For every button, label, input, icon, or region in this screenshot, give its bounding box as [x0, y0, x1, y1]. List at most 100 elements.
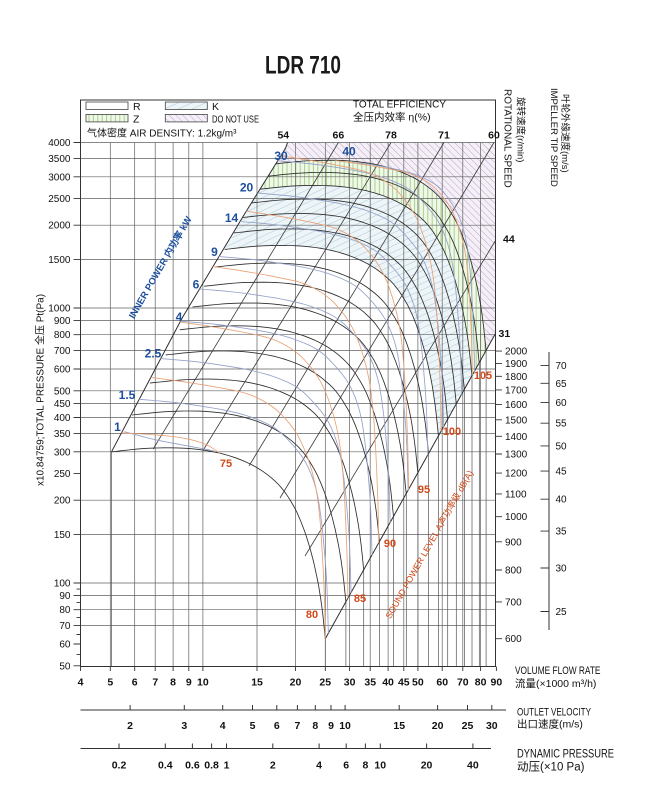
svg-text:15: 15	[251, 677, 263, 689]
svg-text:1200: 1200	[505, 469, 528, 480]
svg-text:25: 25	[462, 720, 474, 732]
svg-text:60: 60	[59, 640, 71, 651]
svg-text:85: 85	[354, 593, 366, 605]
svg-text:50: 50	[412, 677, 424, 689]
svg-text:900: 900	[505, 537, 522, 548]
svg-text:OUTLET VELOCITY: OUTLET VELOCITY	[517, 706, 591, 718]
svg-text:60: 60	[556, 398, 568, 409]
svg-text:TOTAL EFFICIENCY: TOTAL EFFICIENCY	[353, 99, 446, 111]
svg-text:31: 31	[499, 328, 511, 340]
svg-text:6: 6	[132, 677, 138, 689]
svg-text:6: 6	[343, 760, 349, 772]
svg-text:20: 20	[240, 181, 254, 195]
svg-text:旋转速度(r/min): 旋转速度(r/min)	[515, 97, 527, 162]
svg-text:150: 150	[54, 530, 71, 541]
svg-text:K: K	[212, 101, 219, 113]
svg-text:0.2: 0.2	[112, 760, 127, 772]
svg-text:80: 80	[475, 677, 487, 689]
svg-text:7: 7	[152, 677, 158, 689]
svg-text:40: 40	[382, 677, 394, 689]
svg-text:800: 800	[505, 565, 522, 576]
svg-text:35: 35	[556, 527, 568, 538]
svg-text:25: 25	[319, 677, 331, 689]
svg-text:40: 40	[342, 145, 356, 159]
svg-text:4000: 4000	[48, 138, 71, 149]
svg-text:R: R	[133, 101, 141, 113]
svg-text:300: 300	[54, 447, 71, 458]
svg-text:LDR 710: LDR 710	[265, 52, 341, 80]
svg-text:70: 70	[457, 677, 469, 689]
svg-text:IMPELLER TIP SPEED: IMPELLER TIP SPEED	[548, 88, 559, 187]
svg-text:700: 700	[54, 346, 71, 357]
svg-text:流量(×1000 m³/h): 流量(×1000 m³/h)	[515, 677, 596, 690]
svg-text:3500: 3500	[48, 154, 71, 165]
svg-text:1: 1	[114, 420, 121, 434]
svg-text:1300: 1300	[505, 450, 528, 461]
svg-text:200: 200	[54, 496, 71, 507]
svg-text:1100: 1100	[505, 489, 527, 500]
svg-text:30: 30	[486, 720, 498, 732]
svg-text:14: 14	[225, 211, 239, 225]
svg-text:0.4: 0.4	[158, 760, 173, 772]
svg-text:2000: 2000	[505, 347, 528, 358]
svg-text:7: 7	[295, 720, 301, 732]
svg-text:5: 5	[250, 720, 256, 732]
svg-text:54: 54	[277, 130, 289, 142]
svg-text:700: 700	[505, 597, 522, 608]
svg-text:35: 35	[364, 677, 376, 689]
svg-text:500: 500	[54, 386, 71, 397]
svg-text:80: 80	[306, 609, 318, 621]
svg-text:2000: 2000	[48, 221, 71, 232]
svg-text:8: 8	[362, 760, 368, 772]
svg-text:30: 30	[344, 677, 356, 689]
svg-text:400: 400	[54, 413, 71, 424]
svg-text:6: 6	[274, 720, 280, 732]
svg-text:10: 10	[197, 677, 209, 689]
svg-text:2.5: 2.5	[145, 347, 162, 361]
svg-text:全压内效率 η(%): 全压内效率 η(%)	[353, 111, 431, 124]
svg-text:x10.84759;TOTAL PRESSURE 全压 Pt: x10.84759;TOTAL PRESSURE 全压 Pt(Pa)	[34, 294, 47, 486]
svg-text:气体密度 AIR DENSITY: 1.2kg/m³: 气体密度 AIR DENSITY: 1.2kg/m³	[87, 127, 237, 140]
svg-text:VOLUME FLOW RATE: VOLUME FLOW RATE	[515, 665, 601, 677]
svg-text:78: 78	[385, 130, 397, 142]
svg-text:450: 450	[54, 399, 71, 410]
svg-text:75: 75	[220, 458, 232, 470]
svg-text:10: 10	[339, 720, 351, 732]
svg-text:1.5: 1.5	[119, 388, 136, 402]
svg-text:60: 60	[436, 677, 448, 689]
svg-text:95: 95	[418, 484, 430, 496]
svg-text:1900: 1900	[505, 359, 528, 370]
svg-text:6: 6	[193, 278, 200, 292]
svg-text:15: 15	[393, 720, 405, 732]
svg-text:66: 66	[333, 130, 345, 142]
svg-text:9: 9	[328, 720, 334, 732]
svg-text:55: 55	[556, 419, 568, 430]
svg-text:70: 70	[556, 361, 568, 372]
svg-text:Z: Z	[133, 114, 140, 126]
svg-text:DYNAMIC PRESSURE: DYNAMIC PRESSURE	[517, 749, 614, 761]
svg-text:90: 90	[491, 677, 503, 689]
svg-text:0.8: 0.8	[204, 760, 219, 772]
svg-text:90: 90	[384, 538, 396, 550]
svg-text:4: 4	[316, 760, 322, 772]
svg-text:DO NOT USE: DO NOT USE	[212, 114, 259, 126]
svg-text:2: 2	[127, 720, 133, 732]
svg-text:动压(×10 Pa): 动压(×10 Pa)	[517, 761, 585, 774]
svg-text:1: 1	[224, 760, 230, 772]
svg-text:250: 250	[54, 469, 71, 480]
svg-text:叶轮外缘速度(m/s): 叶轮外缘速度(m/s)	[559, 94, 571, 173]
svg-text:44: 44	[503, 234, 515, 246]
svg-text:45: 45	[556, 467, 568, 478]
svg-text:2: 2	[270, 760, 276, 772]
svg-text:71: 71	[438, 130, 450, 142]
svg-text:1700: 1700	[505, 385, 528, 396]
svg-text:10: 10	[374, 760, 386, 772]
svg-text:0.6: 0.6	[185, 760, 200, 772]
svg-text:4: 4	[78, 677, 84, 689]
svg-text:ROTATIONAL SPEED: ROTATIONAL SPEED	[502, 89, 513, 188]
svg-text:600: 600	[54, 365, 71, 376]
svg-text:1500: 1500	[505, 415, 528, 426]
svg-text:3: 3	[181, 720, 187, 732]
svg-text:40: 40	[556, 495, 568, 506]
svg-text:80: 80	[59, 605, 71, 616]
